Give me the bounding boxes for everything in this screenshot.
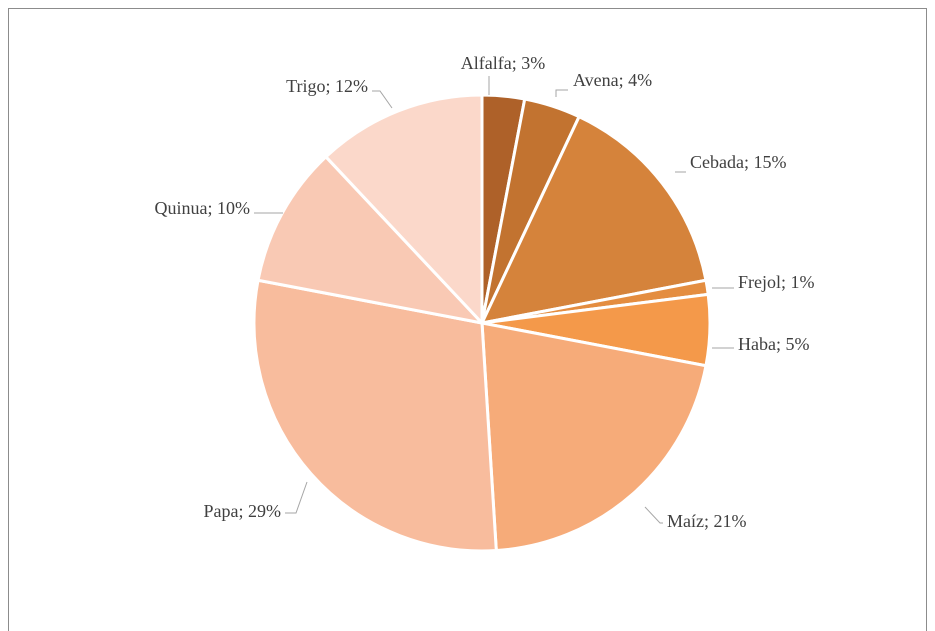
slice-label: Papa; 29% [203, 481, 308, 521]
label-separator: ; [619, 70, 629, 90]
leader-line [644, 506, 663, 524]
data-label: Quinua; 10% [154, 198, 250, 218]
data-label: Alfalfa; 3% [461, 53, 545, 73]
category-name: Quinua [154, 198, 207, 218]
label-separator: ; [325, 76, 335, 96]
data-label: Maíz; 21% [667, 511, 747, 531]
value-label: 3% [521, 53, 545, 73]
label-separator: ; [238, 501, 248, 521]
category-name: Cebada [690, 152, 744, 172]
value-label: 5% [786, 334, 810, 354]
data-label: Cebada; 15% [690, 152, 787, 172]
label-separator: ; [781, 272, 791, 292]
category-name: Avena [573, 70, 619, 90]
value-label: 10% [217, 198, 250, 218]
slice-label: Quinua; 10% [154, 198, 283, 218]
value-label: 29% [248, 501, 281, 521]
label-separator: ; [704, 511, 714, 531]
data-label: Papa; 29% [203, 501, 281, 521]
value-label: 1% [791, 272, 815, 292]
leader-line [285, 481, 308, 514]
category-name: Maíz [667, 511, 704, 531]
chart-frame [8, 8, 927, 631]
leader-line [372, 90, 393, 109]
value-label: 21% [714, 511, 747, 531]
value-label: 15% [754, 152, 787, 172]
category-name: Haba [738, 334, 776, 354]
leader-line [555, 89, 568, 97]
slice-label: Cebada; 15% [675, 152, 787, 173]
slice-label: Avena; 4% [555, 70, 652, 97]
slice-label: Alfalfa; 3% [461, 53, 545, 95]
category-name: Papa [203, 501, 238, 521]
slice-label: Maíz; 21% [644, 506, 747, 531]
slice-label: Frejol; 1% [712, 272, 815, 292]
value-label: 12% [335, 76, 368, 96]
pie-slice [324, 93, 484, 325]
pie-slice [480, 115, 708, 325]
label-separator: ; [744, 152, 754, 172]
slice-label: Haba; 5% [712, 334, 810, 354]
label-separator: ; [776, 334, 786, 354]
label-separator: ; [512, 53, 522, 73]
category-name: Frejol [738, 272, 781, 292]
data-label: Haba; 5% [738, 334, 810, 354]
data-label: Avena; 4% [573, 70, 652, 90]
slice-label: Trigo; 12% [286, 76, 393, 109]
category-name: Trigo [286, 76, 325, 96]
data-label: Trigo; 12% [286, 76, 368, 96]
value-label: 4% [628, 70, 652, 90]
pie-slice [480, 321, 708, 553]
data-label: Frejol; 1% [738, 272, 815, 292]
label-separator: ; [207, 198, 217, 218]
pie-slice [252, 278, 498, 553]
category-name: Alfalfa [461, 53, 512, 73]
